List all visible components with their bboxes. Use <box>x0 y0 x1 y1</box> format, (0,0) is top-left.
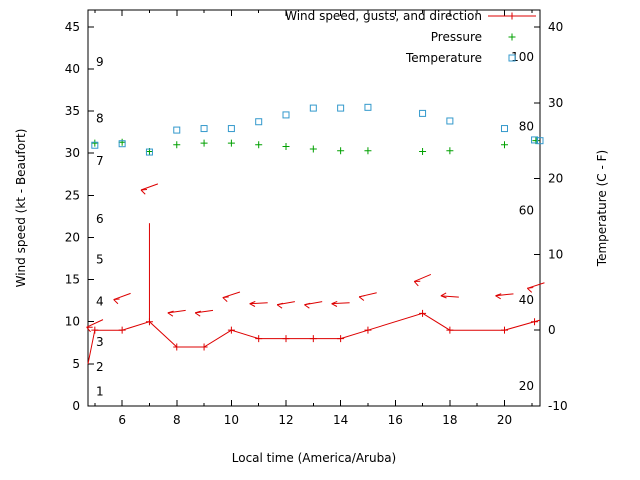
svg-text:8: 8 <box>173 413 181 427</box>
svg-text:45: 45 <box>65 20 80 34</box>
svg-text:0: 0 <box>548 323 556 337</box>
svg-text:20: 20 <box>65 230 80 244</box>
x-axis: 6 8 10 12 14 16 18 20 <box>94 10 533 427</box>
svg-text:20: 20 <box>548 172 563 186</box>
svg-text:30: 30 <box>548 96 563 110</box>
svg-text:16: 16 <box>388 413 403 427</box>
svg-text:8: 8 <box>96 112 104 126</box>
svg-text:12: 12 <box>278 413 293 427</box>
fahrenheit-scale-labels: 20 40 60 80 100 <box>511 50 534 393</box>
svg-text:9: 9 <box>96 55 104 69</box>
svg-text:14: 14 <box>333 413 348 427</box>
svg-text:10: 10 <box>224 413 239 427</box>
svg-text:3: 3 <box>96 335 104 349</box>
svg-text:60: 60 <box>519 204 534 218</box>
svg-text:18: 18 <box>442 413 457 427</box>
svg-text:80: 80 <box>519 119 534 133</box>
temperature-series <box>91 103 544 156</box>
y2-axis-title: Temperature (C - F) <box>595 150 609 267</box>
svg-text:10: 10 <box>65 315 80 329</box>
svg-text:2: 2 <box>96 360 104 374</box>
legend: Wind speed, gusts, and direction Pressure… <box>285 9 536 65</box>
svg-text:40: 40 <box>548 20 563 34</box>
svg-text:100: 100 <box>511 50 534 64</box>
y1-axis: 0 5 10 15 20 25 30 35 40 45 <box>65 20 94 413</box>
svg-text:10: 10 <box>548 247 563 261</box>
legend-label: Temperature <box>405 51 482 65</box>
legend-label: Pressure <box>431 30 482 44</box>
svg-text:0: 0 <box>72 399 80 413</box>
wind-speed-gusts-and-direction-series <box>86 183 545 364</box>
legend-label: Wind speed, gusts, and direction <box>285 9 482 23</box>
beaufort-scale-labels: 1 2 3 4 5 6 7 8 9 <box>96 55 104 398</box>
svg-text:40: 40 <box>65 62 80 76</box>
svg-text:25: 25 <box>65 188 80 202</box>
svg-text:15: 15 <box>65 273 80 287</box>
plot-border <box>87 9 541 407</box>
svg-text:5: 5 <box>72 357 80 371</box>
svg-text:6: 6 <box>96 212 104 226</box>
svg-text:35: 35 <box>65 104 80 118</box>
svg-text:6: 6 <box>118 413 126 427</box>
svg-text:20: 20 <box>519 379 534 393</box>
svg-text:-10: -10 <box>548 399 568 413</box>
svg-text:30: 30 <box>65 146 80 160</box>
svg-text:7: 7 <box>96 154 104 168</box>
svg-text:4: 4 <box>96 295 104 309</box>
svg-text:40: 40 <box>519 293 534 307</box>
svg-text:1: 1 <box>96 385 104 399</box>
pressure-series <box>91 137 540 156</box>
svg-text:20: 20 <box>497 413 512 427</box>
x-axis-title: Local time (America/Aruba) <box>232 451 396 465</box>
y1-axis-title: Wind speed (kt - Beaufort) <box>14 129 28 288</box>
svg-text:5: 5 <box>96 252 104 266</box>
axis-titles: Local time (America/Aruba) Wind speed (kt… <box>14 129 609 465</box>
y2-axis: -10 0 10 20 30 40 <box>534 20 568 413</box>
